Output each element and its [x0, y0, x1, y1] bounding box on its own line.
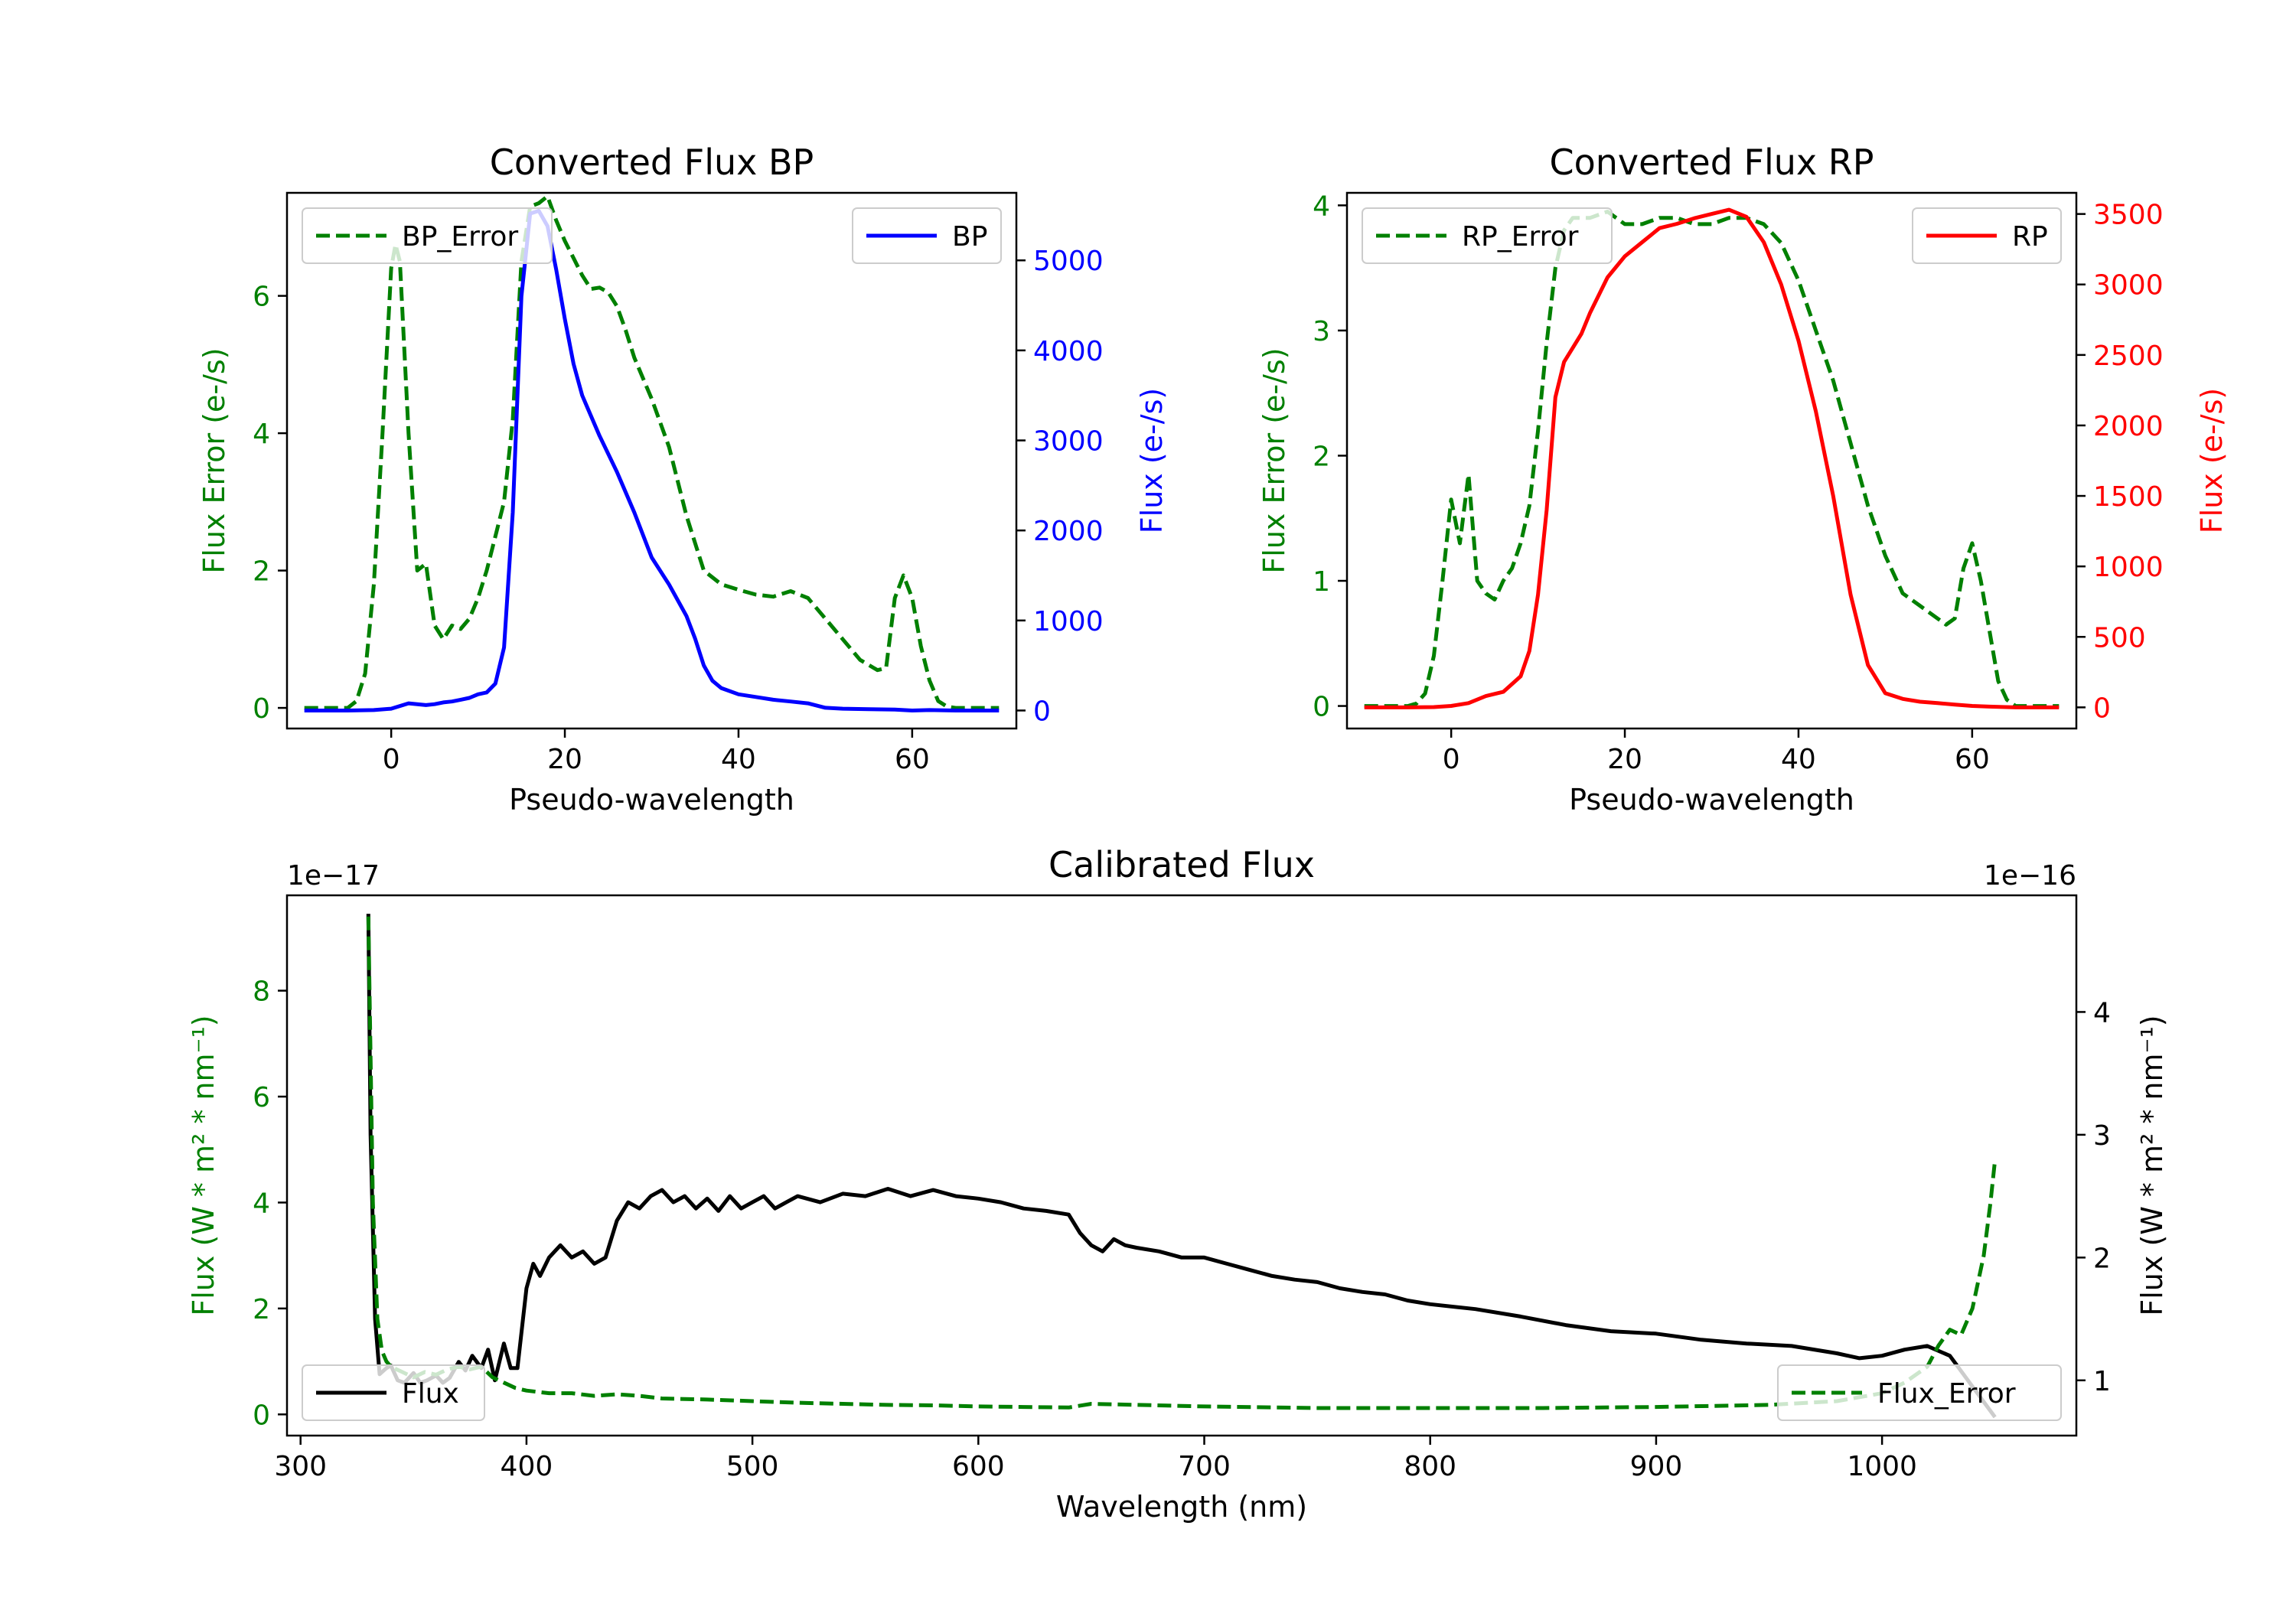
chart-title: Calibrated Flux [1049, 844, 1315, 885]
y-left-tick-label: 6 [253, 1082, 270, 1113]
series-flux-line [366, 914, 1997, 1419]
legend-rp: RP [1912, 207, 2062, 264]
legend-label: BP [952, 221, 987, 253]
y-right-tick-label: 4000 [1033, 336, 1104, 367]
series-rp-error-line [1364, 210, 2060, 709]
legend-box [302, 1364, 485, 1421]
y-left-tick-label: 3 [1313, 316, 1330, 347]
y-right-tick-label: 2 [2093, 1243, 2111, 1274]
y-right-tick-label: 1 [2093, 1366, 2111, 1397]
x-tick-label: 900 [1630, 1451, 1683, 1482]
x-tick-label: 1000 [1847, 1451, 1917, 1482]
legend-label: Flux [402, 1378, 459, 1410]
y-right-tick-label: 1500 [2093, 481, 2164, 513]
chart-title: Converted Flux RP [1550, 142, 1874, 183]
legend-bp: BP [852, 207, 1002, 264]
y-right-offset-text: 1e−16 [1984, 860, 2076, 892]
y-left-tick-label: 8 [253, 976, 270, 1008]
y-right-tick-label: 2000 [2093, 411, 2164, 442]
x-tick-label: 60 [895, 744, 930, 775]
legend-box [1362, 207, 1613, 264]
axes-frame [285, 191, 1018, 730]
y-right-axis-label: Flux (e-/s) [2195, 388, 2229, 533]
axes-frame [1345, 191, 2078, 730]
x-tick-label: 40 [1781, 744, 1816, 775]
y-left-axis-label: Flux Error (e-/s) [197, 347, 231, 573]
x-tick-label: 20 [1607, 744, 1642, 775]
legend-label: Flux_Error [1877, 1378, 2016, 1410]
legend-box [1777, 1364, 2062, 1421]
chart-title: Converted Flux BP [490, 142, 814, 183]
y-left-tick-label: 4 [1313, 191, 1330, 222]
legend-flux: Flux [302, 1364, 485, 1421]
x-tick-label: 20 [547, 744, 582, 775]
axes-frame [285, 894, 2078, 1437]
x-axis-label: Pseudo-wavelength [1569, 783, 1854, 817]
y-left-tick-label: 2 [253, 556, 270, 588]
y-right-axis-label: Flux (e-/s) [1135, 388, 1169, 533]
y-right-tick-label: 1000 [2093, 552, 2164, 583]
legend-rp-error: RP_Error [1362, 207, 1613, 264]
y-right-tick-label: 500 [2093, 622, 2146, 654]
legend-flux-error: Flux_Error [1777, 1364, 2062, 1421]
y-left-tick-label: 0 [253, 693, 270, 725]
y-left-tick-label: 6 [253, 282, 270, 313]
y-right-tick-label: 3000 [1033, 426, 1104, 458]
y-left-offset-text: 1e−17 [287, 860, 380, 892]
series-bp-line [304, 209, 1000, 712]
x-axis-label: Wavelength (nm) [1056, 1490, 1307, 1524]
legend-box [302, 207, 553, 264]
y-left-tick-label: 0 [1313, 692, 1330, 723]
y-left-tick-label: 2 [1313, 441, 1330, 472]
y-right-tick-label: 0 [1033, 696, 1051, 727]
x-tick-label: 600 [952, 1451, 1005, 1482]
x-tick-label: 400 [501, 1451, 553, 1482]
legend-label: RP_Error [1462, 221, 1579, 253]
chart-cal: 300 400 500 600 700 800 900 1000 0 2 4 6 8 1 2 3 4 Calibr… [187, 844, 2169, 1524]
x-tick-label: 0 [383, 744, 400, 775]
y-right-tick-label: 0 [2093, 693, 2111, 724]
series-flux-error-line [366, 916, 1998, 1410]
legend-label: BP_Error [402, 221, 518, 253]
series-bp-error-line [304, 194, 1000, 710]
y-right-tick-label: 2000 [1033, 516, 1104, 547]
y-right-tick-label: 1000 [1033, 606, 1104, 637]
y-left-tick-label: 1 [1313, 566, 1330, 598]
y-left-tick-label: 4 [253, 419, 270, 450]
y-left-tick-label: 0 [253, 1400, 270, 1431]
y-left-tick-label: 2 [253, 1294, 270, 1325]
x-tick-label: 0 [1443, 744, 1460, 775]
x-tick-label: 40 [721, 744, 756, 775]
y-left-axis-label: Flux Error (e-/s) [1257, 347, 1291, 573]
y-right-tick-label: 5000 [1033, 246, 1104, 277]
x-tick-label: 500 [726, 1451, 779, 1482]
y-right-tick-label: 3000 [2093, 270, 2164, 302]
legend-bp-error: BP_Error [302, 207, 553, 264]
x-tick-label: 700 [1178, 1451, 1231, 1482]
x-tick-label: 800 [1404, 1451, 1456, 1482]
legend-label: RP [2012, 221, 2048, 253]
x-tick-label: 60 [1955, 744, 1990, 775]
y-right-tick-label: 2500 [2093, 341, 2164, 372]
y-left-axis-label: Flux (W * m² * nm⁻¹) [187, 1015, 220, 1315]
y-left-tick-label: 4 [253, 1188, 270, 1219]
series-rp-line [1364, 207, 2060, 709]
x-tick-label: 300 [274, 1451, 327, 1482]
x-axis-label: Pseudo-wavelength [509, 783, 794, 817]
y-right-tick-label: 3 [2093, 1120, 2111, 1152]
chart-bp: 0 20 40 600246010002000300040005000Converte… [197, 142, 1169, 817]
chart-rp: 0 20 40 60012340500100015002000250030003500… [1257, 142, 2229, 817]
y-right-tick-label: 3500 [2093, 200, 2164, 231]
y-right-axis-label: Flux (W * m² * nm⁻¹) [2135, 1015, 2169, 1315]
y-right-tick-label: 4 [2093, 997, 2111, 1028]
